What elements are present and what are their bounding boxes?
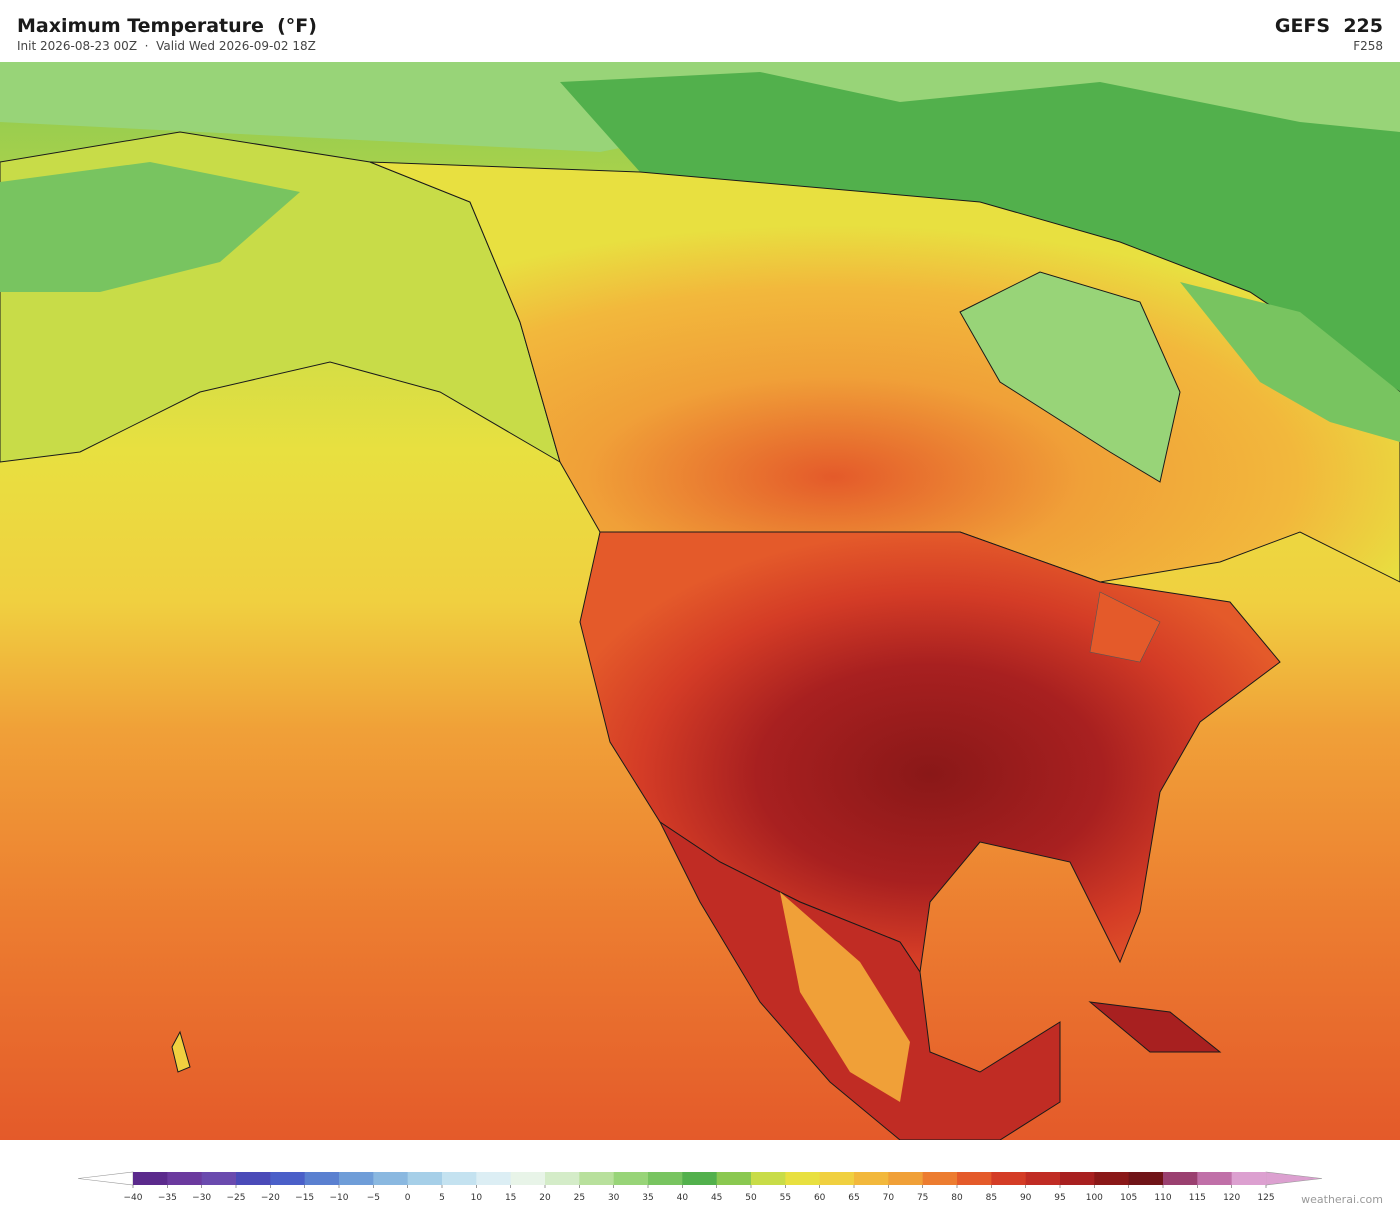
- colorbar-segment: [304, 1172, 340, 1185]
- colorbar-segment: [1094, 1172, 1130, 1185]
- colorbar-tick-label: −40: [124, 1193, 143, 1203]
- colorbar-over: [1265, 1171, 1323, 1186]
- colorbar-segment: [819, 1172, 855, 1185]
- cuba: [1088, 1001, 1222, 1053]
- colorbar-tick-label: 35: [642, 1193, 653, 1203]
- colorbar-under: [77, 1171, 134, 1186]
- colorbar-tick-label: 40: [677, 1193, 689, 1203]
- colorbar-tick-label: 120: [1223, 1193, 1240, 1203]
- colorbar-segment: [339, 1172, 374, 1185]
- colorbar-segment: [1197, 1172, 1233, 1185]
- colorbar-segment: [407, 1172, 443, 1185]
- colorbar-tick-label: 25: [574, 1193, 585, 1203]
- hudson-bay: [959, 271, 1181, 483]
- colorbar-tick-label: −5: [367, 1193, 380, 1203]
- colorbar-tick-label: −35: [158, 1193, 177, 1203]
- colorbar-tick-label: 90: [1020, 1193, 1032, 1203]
- colorbar-segment: [922, 1172, 958, 1185]
- colorbar-segment: [545, 1172, 580, 1185]
- title: Maximum Temperature (°F): [17, 15, 317, 37]
- colorbar-tick-label: 30: [608, 1193, 620, 1203]
- watermark: weatherai.com: [1301, 1193, 1383, 1206]
- colorbar-segment: [888, 1172, 924, 1185]
- colorbar-tick-label: 55: [780, 1193, 791, 1203]
- forecast-hour: F258: [1353, 39, 1383, 53]
- colorbar-segment: [957, 1172, 992, 1185]
- colorbar-tick-label: 70: [883, 1193, 895, 1203]
- colorbar-segment: [510, 1172, 546, 1185]
- colorbar-tick-label: −25: [227, 1193, 246, 1203]
- colorbar-tick-label: 85: [986, 1193, 997, 1203]
- colorbar-segment: [133, 1172, 168, 1185]
- colorbar-segment: [579, 1172, 615, 1185]
- colorbar-tick-label: −10: [330, 1193, 349, 1203]
- colorbar-tick-label: 110: [1154, 1193, 1171, 1203]
- colorbar-segment: [442, 1172, 477, 1185]
- colorbar-segment: [785, 1172, 821, 1185]
- colorbar: −40 −35 −30 −25 −20 −15 −10 −5 0 5 10 15 20 25 30 35 40 4…: [77, 1171, 1323, 1203]
- colorbar-tick-label: 115: [1189, 1193, 1206, 1203]
- great-lakes: [1089, 591, 1161, 663]
- colorbar-tick-label: 15: [505, 1193, 516, 1203]
- colorbar-tick-label: 95: [1054, 1193, 1065, 1203]
- map: [0, 62, 1400, 1140]
- arctic-islands: [560, 72, 1400, 392]
- colorbar-tick-label: 5: [439, 1193, 445, 1203]
- colorbar-tick-label: −30: [192, 1193, 211, 1203]
- colorbar-segment: [476, 1172, 512, 1185]
- colorbar-tick-label: 75: [917, 1193, 928, 1203]
- colorbar-segment: [373, 1172, 409, 1185]
- colorbar-tick-label: 125: [1257, 1193, 1274, 1203]
- colorbar-tick-label: 20: [539, 1193, 551, 1203]
- colorbar-segment: [1231, 1172, 1267, 1185]
- colorbar-tick-label: 45: [711, 1193, 722, 1203]
- colorbar-segment: [236, 1172, 271, 1185]
- colorbar-segment: [613, 1172, 649, 1185]
- mexico-highlands: [780, 892, 910, 1102]
- hawaii: [171, 1030, 191, 1073]
- colorbar-segment: [991, 1172, 1027, 1185]
- model-label: GEFS 225: [1274, 15, 1383, 37]
- colorbar-tick-label: −20: [261, 1193, 280, 1203]
- colorbar-tick-label: 0: [405, 1193, 411, 1203]
- labrador: [1180, 282, 1400, 442]
- colorbar-segment: [751, 1172, 786, 1185]
- colorbar-segment: [716, 1172, 752, 1185]
- colorbar-segment: [682, 1172, 718, 1185]
- colorbar-segment: [1163, 1172, 1198, 1185]
- canada: [369, 161, 1400, 583]
- colorbar-tick-label: 50: [745, 1193, 757, 1203]
- colorbar-segment: [854, 1172, 889, 1185]
- colorbar-tick-label: 10: [471, 1193, 483, 1203]
- colorbar-segment: [1128, 1172, 1164, 1185]
- colorbar-segment: [270, 1172, 306, 1185]
- alaska-north: [0, 162, 300, 292]
- colorbar-tick-label: −15: [295, 1193, 314, 1203]
- colorbar-tick-label: 80: [951, 1193, 963, 1203]
- colorbar-segment: [1060, 1172, 1095, 1185]
- subtitle: Init 2026-08-23 00Z · Valid Wed 2026-09-…: [17, 39, 316, 53]
- colorbar-segment: [648, 1172, 683, 1185]
- colorbar-tick-label: 65: [848, 1193, 859, 1203]
- colorbar-tick-label: 105: [1120, 1193, 1137, 1203]
- colorbar-tick-label: 100: [1086, 1193, 1103, 1203]
- colorbar-segment: [1025, 1172, 1061, 1185]
- colorbar-tick-label: 60: [814, 1193, 826, 1203]
- colorbar-segment: [201, 1172, 237, 1185]
- colorbar-segment: [167, 1172, 203, 1185]
